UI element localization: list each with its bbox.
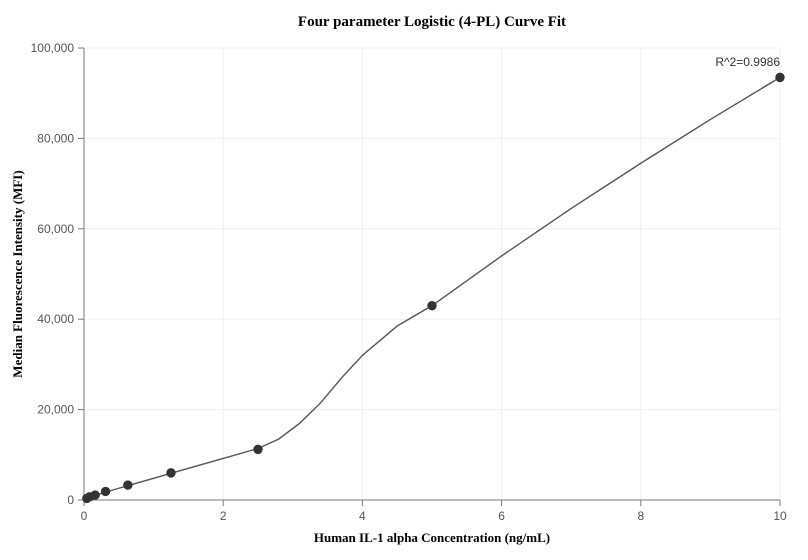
x-tick-label: 2 [220, 509, 227, 523]
data-point [101, 487, 110, 496]
y-axis-title: Median Fluorescence Intensity (MFI) [10, 170, 25, 377]
data-point [123, 480, 132, 489]
fit-curve [84, 77, 780, 500]
y-tick-label: 40,000 [37, 312, 74, 326]
chart-title: Four parameter Logistic (4-PL) Curve Fit [298, 14, 566, 30]
x-axis-title: Human IL-1 alpha Concentration (ng/mL) [314, 530, 550, 545]
data-point [166, 468, 175, 477]
data-point [427, 301, 436, 310]
x-tick-label: 0 [81, 509, 88, 523]
x-tick-label: 8 [637, 509, 644, 523]
x-tick-label: 6 [498, 509, 505, 523]
x-tick-label: 10 [773, 509, 787, 523]
y-tick-label: 80,000 [37, 131, 74, 145]
y-tick-label: 0 [67, 493, 74, 507]
data-point [90, 490, 99, 499]
r-squared-annotation: R^2=0.9986 [715, 55, 780, 69]
y-tick-label: 100,000 [31, 41, 75, 55]
chart-container: Four parameter Logistic (4-PL) Curve Fit… [0, 0, 808, 560]
y-tick-label: 20,000 [37, 403, 74, 417]
chart-svg: Four parameter Logistic (4-PL) Curve Fit… [0, 0, 808, 560]
data-point [775, 73, 784, 82]
data-point [253, 445, 262, 454]
x-tick-label: 4 [359, 509, 366, 523]
y-tick-label: 60,000 [37, 222, 74, 236]
